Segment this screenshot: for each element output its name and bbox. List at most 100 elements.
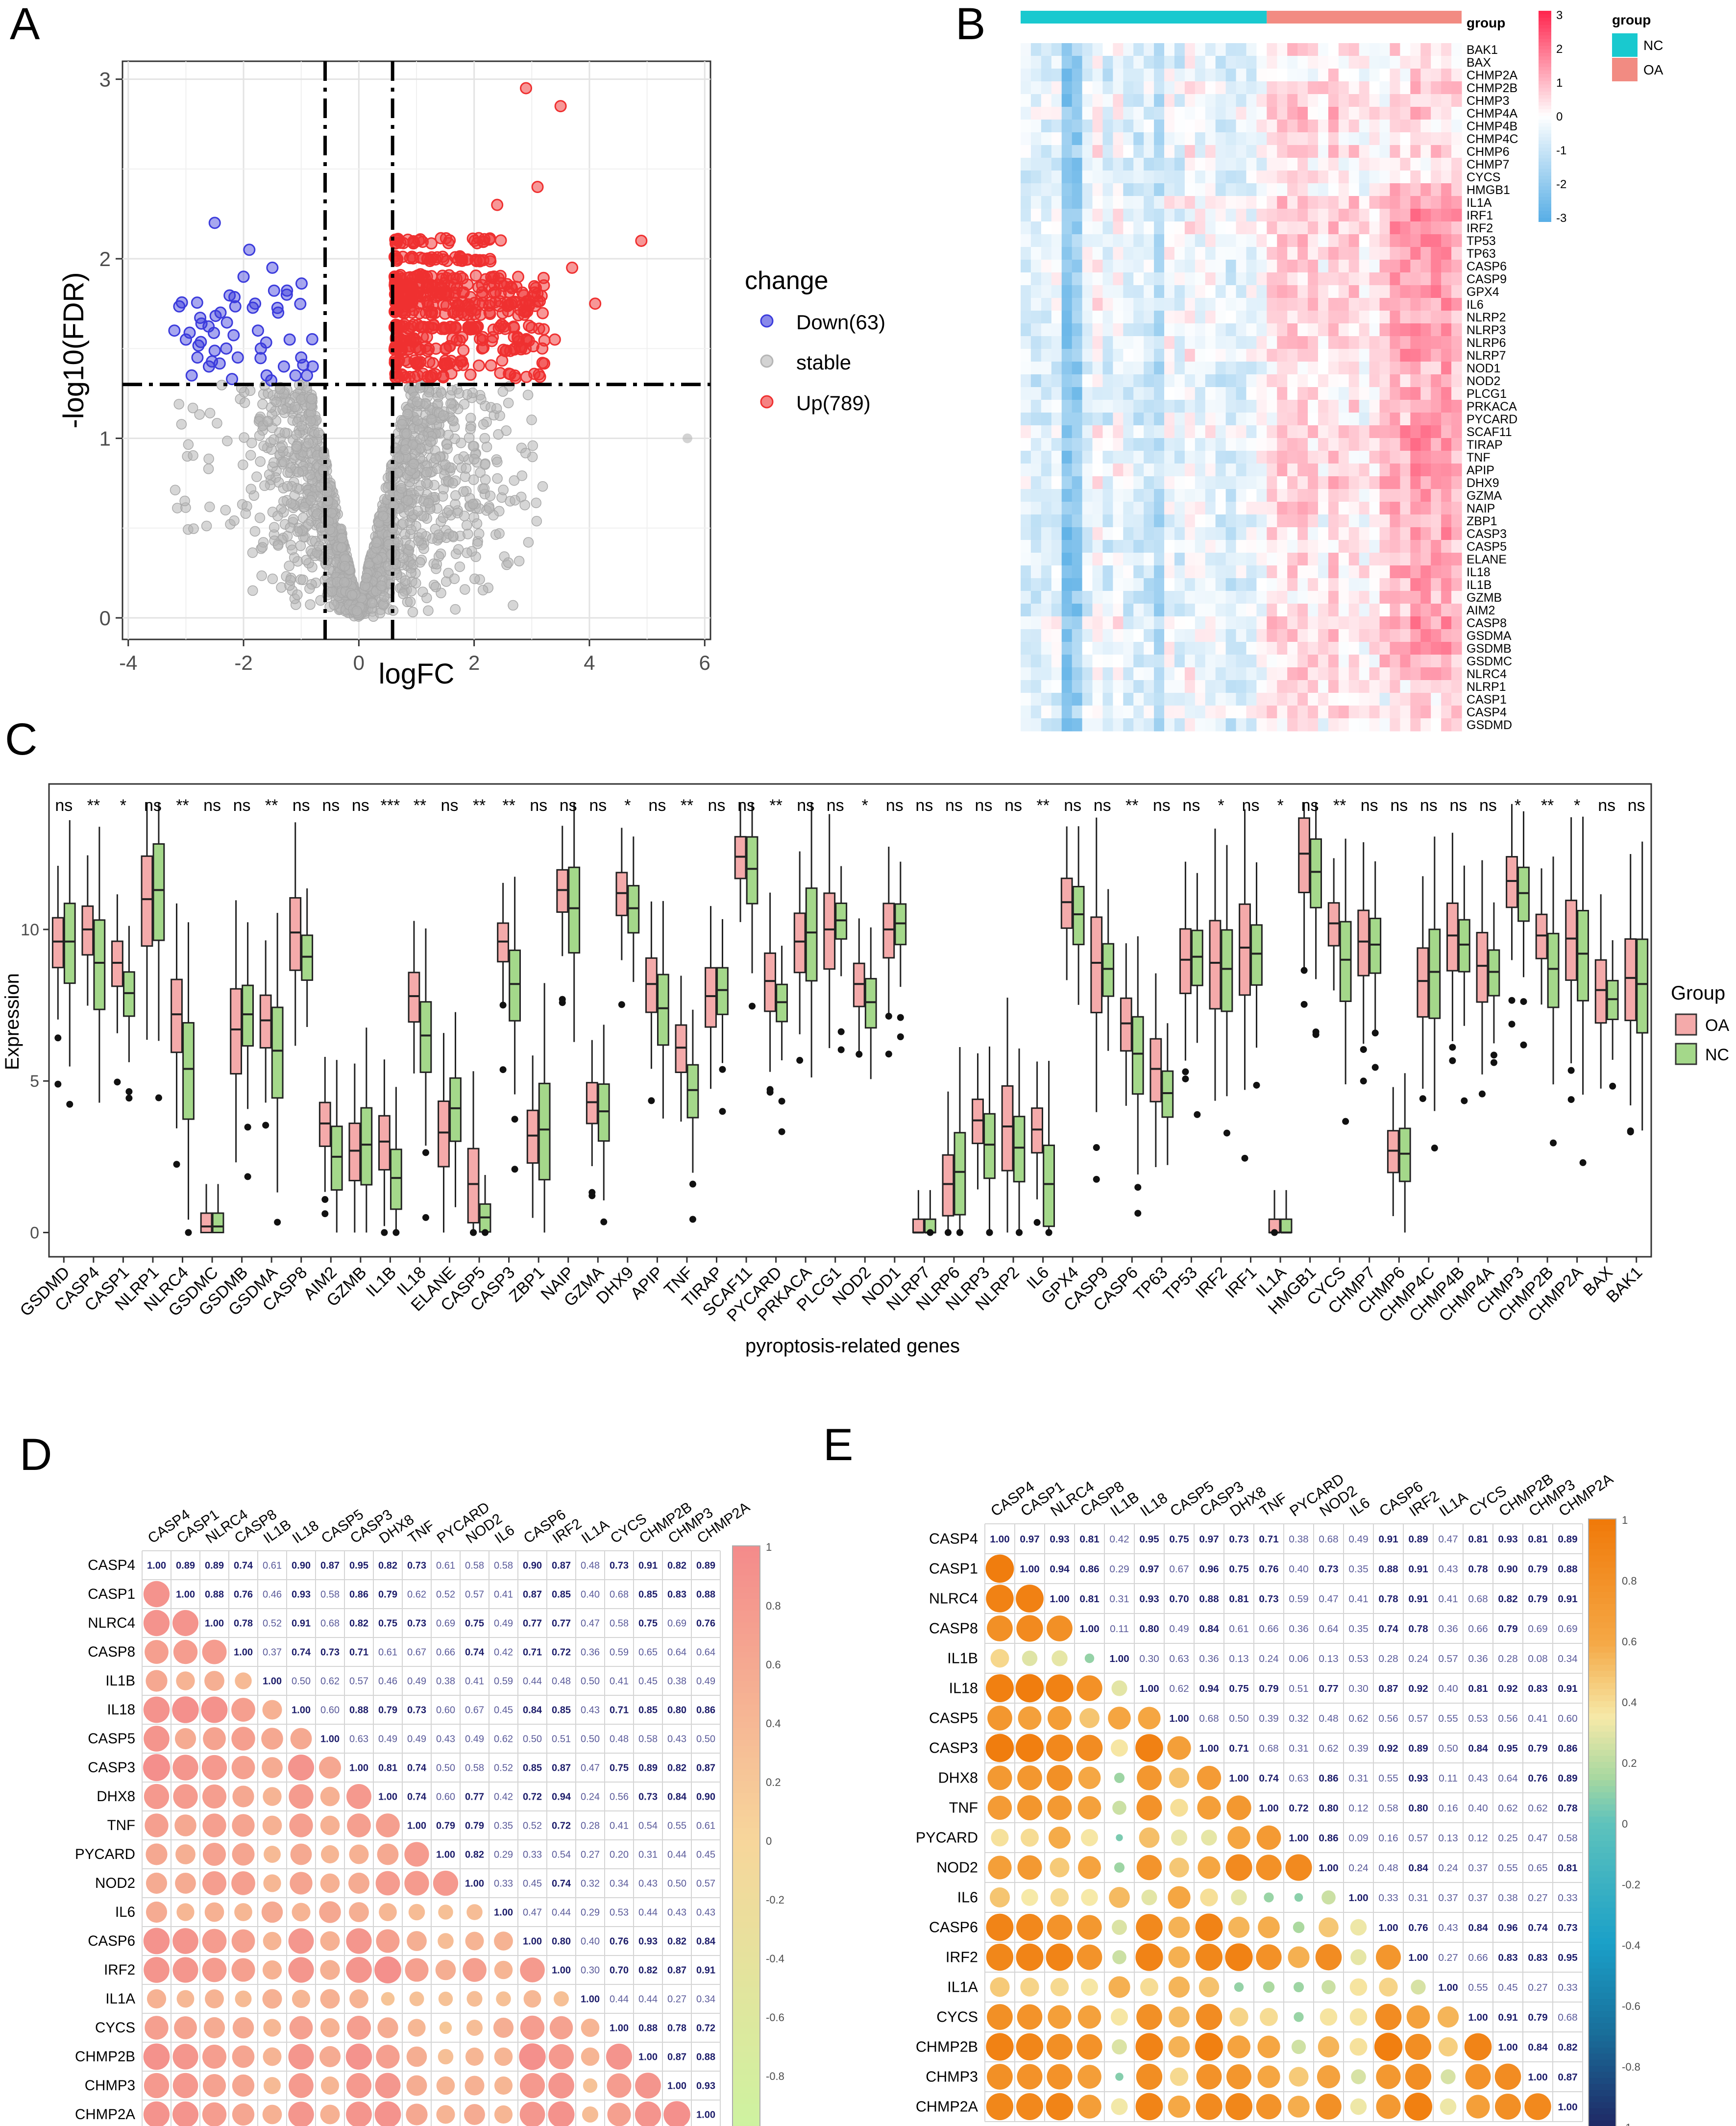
up-point bbox=[403, 370, 416, 383]
heatmap-cell bbox=[1030, 183, 1042, 196]
heatmap-cell bbox=[1072, 464, 1083, 477]
heatmap-cell bbox=[1225, 43, 1237, 56]
up-point bbox=[421, 296, 434, 309]
heatmap-cell bbox=[1400, 209, 1411, 222]
heatmap-cell bbox=[1113, 260, 1124, 273]
heatmap-cell bbox=[1359, 94, 1370, 107]
stable-point bbox=[481, 441, 492, 452]
heatmap-cell bbox=[1379, 158, 1391, 171]
heatmap-cell bbox=[1338, 476, 1349, 489]
heatmap-cell bbox=[1318, 693, 1329, 706]
heatmap-cell bbox=[1328, 272, 1339, 286]
heatmap-cell bbox=[1113, 413, 1124, 426]
heatmap-cell bbox=[1318, 413, 1329, 426]
heatmap-cell bbox=[1123, 514, 1134, 528]
heatmap-cell bbox=[1061, 464, 1073, 477]
down-point bbox=[268, 284, 280, 297]
heatmap-cell bbox=[1420, 400, 1431, 413]
heatmap-cell bbox=[1441, 183, 1452, 196]
heatmap-cell bbox=[1021, 502, 1031, 515]
heatmap-cell bbox=[1277, 285, 1288, 298]
heatmap-cell bbox=[1256, 629, 1267, 642]
heatmap-cell bbox=[1144, 56, 1154, 69]
heatmap-cell bbox=[1082, 171, 1093, 184]
stable-point bbox=[346, 589, 358, 600]
heatmap-cell bbox=[1431, 323, 1442, 337]
heatmap-cell bbox=[1308, 171, 1319, 184]
heatmap-cell bbox=[1082, 667, 1093, 681]
heatmap-cell bbox=[1144, 171, 1154, 184]
heatmap-cell bbox=[1021, 400, 1031, 413]
heatmap-cell bbox=[1256, 56, 1267, 69]
stable-point bbox=[254, 513, 266, 523]
heatmap-cell bbox=[1379, 323, 1391, 337]
heatmap-cell bbox=[1400, 476, 1411, 489]
stable-point bbox=[256, 570, 267, 581]
heatmap-cell bbox=[1308, 387, 1319, 400]
heatmap-cell bbox=[1297, 578, 1308, 591]
heatmap-cell bbox=[1369, 413, 1380, 426]
heatmap-cell bbox=[1102, 158, 1113, 171]
heatmap-cell bbox=[1431, 400, 1442, 413]
heatmap-cell bbox=[1184, 272, 1196, 286]
heatmap-cell bbox=[1359, 514, 1370, 528]
heatmap-cell bbox=[1195, 171, 1206, 184]
colorbar-segment bbox=[1539, 120, 1551, 124]
heatmap-cell bbox=[1338, 69, 1349, 82]
heatmap-cell bbox=[1287, 425, 1298, 439]
heatmap-cell bbox=[1308, 196, 1319, 209]
stable-point bbox=[337, 533, 347, 543]
outlier-point bbox=[244, 1124, 251, 1131]
heatmap-cell bbox=[1410, 667, 1421, 681]
heatmap-cell bbox=[1082, 553, 1093, 566]
heatmap-cell bbox=[1246, 514, 1257, 528]
heatmap-cell bbox=[1318, 285, 1329, 298]
heatmap-cell bbox=[1277, 387, 1288, 400]
heatmap-cell bbox=[1195, 489, 1206, 502]
heatmap-cell bbox=[1051, 400, 1062, 413]
heatmap-cell bbox=[1144, 234, 1154, 247]
box-oa bbox=[645, 957, 658, 1013]
outlier-point bbox=[1520, 1041, 1527, 1049]
heatmap-cell bbox=[1246, 336, 1257, 349]
stable-point bbox=[412, 415, 423, 426]
heatmap-cell bbox=[1369, 489, 1380, 502]
heatmap-cell bbox=[1297, 565, 1308, 579]
heatmap-cell bbox=[1123, 400, 1134, 413]
heatmap-cell bbox=[1092, 374, 1103, 388]
stable-point bbox=[305, 599, 316, 610]
stable-point bbox=[430, 582, 441, 592]
stable-point bbox=[313, 427, 324, 439]
heatmap-cell bbox=[1236, 323, 1247, 337]
heatmap-cell bbox=[1215, 400, 1226, 413]
outlier-point bbox=[54, 1080, 62, 1088]
heatmap-cell bbox=[1102, 374, 1113, 388]
heatmap-row-label: TP63 bbox=[1467, 247, 1496, 261]
heatmap-cell bbox=[1359, 132, 1370, 146]
outlier-point bbox=[1016, 1229, 1023, 1236]
heatmap-cell bbox=[1154, 616, 1165, 630]
heatmap-cell bbox=[1236, 706, 1247, 719]
heatmap-cell bbox=[1041, 234, 1052, 247]
stable-point bbox=[303, 519, 314, 530]
heatmap-cell bbox=[1051, 323, 1062, 337]
heatmap-cell bbox=[1379, 693, 1391, 706]
heatmap-cell bbox=[1021, 196, 1031, 209]
heatmap-cell bbox=[1092, 285, 1103, 298]
heatmap-cell bbox=[1328, 362, 1339, 375]
heatmap-cell bbox=[1441, 642, 1452, 655]
heatmap-cell bbox=[1297, 362, 1308, 375]
heatmap-cell bbox=[1021, 413, 1031, 426]
heatmap-cell bbox=[1431, 553, 1442, 566]
heatmap-cell bbox=[1308, 362, 1319, 375]
nc-annotation bbox=[1021, 11, 1267, 24]
box-nc bbox=[212, 1212, 224, 1234]
heatmap-cell bbox=[1041, 718, 1052, 732]
heatmap-cell bbox=[1133, 565, 1144, 579]
heatmap-cell bbox=[1021, 349, 1031, 362]
heatmap-cell bbox=[1431, 171, 1442, 184]
heatmap-cell bbox=[1431, 489, 1442, 502]
heatmap-cell bbox=[1144, 540, 1154, 553]
heatmap-cell bbox=[1318, 132, 1329, 146]
heatmap-cell bbox=[1030, 527, 1042, 540]
